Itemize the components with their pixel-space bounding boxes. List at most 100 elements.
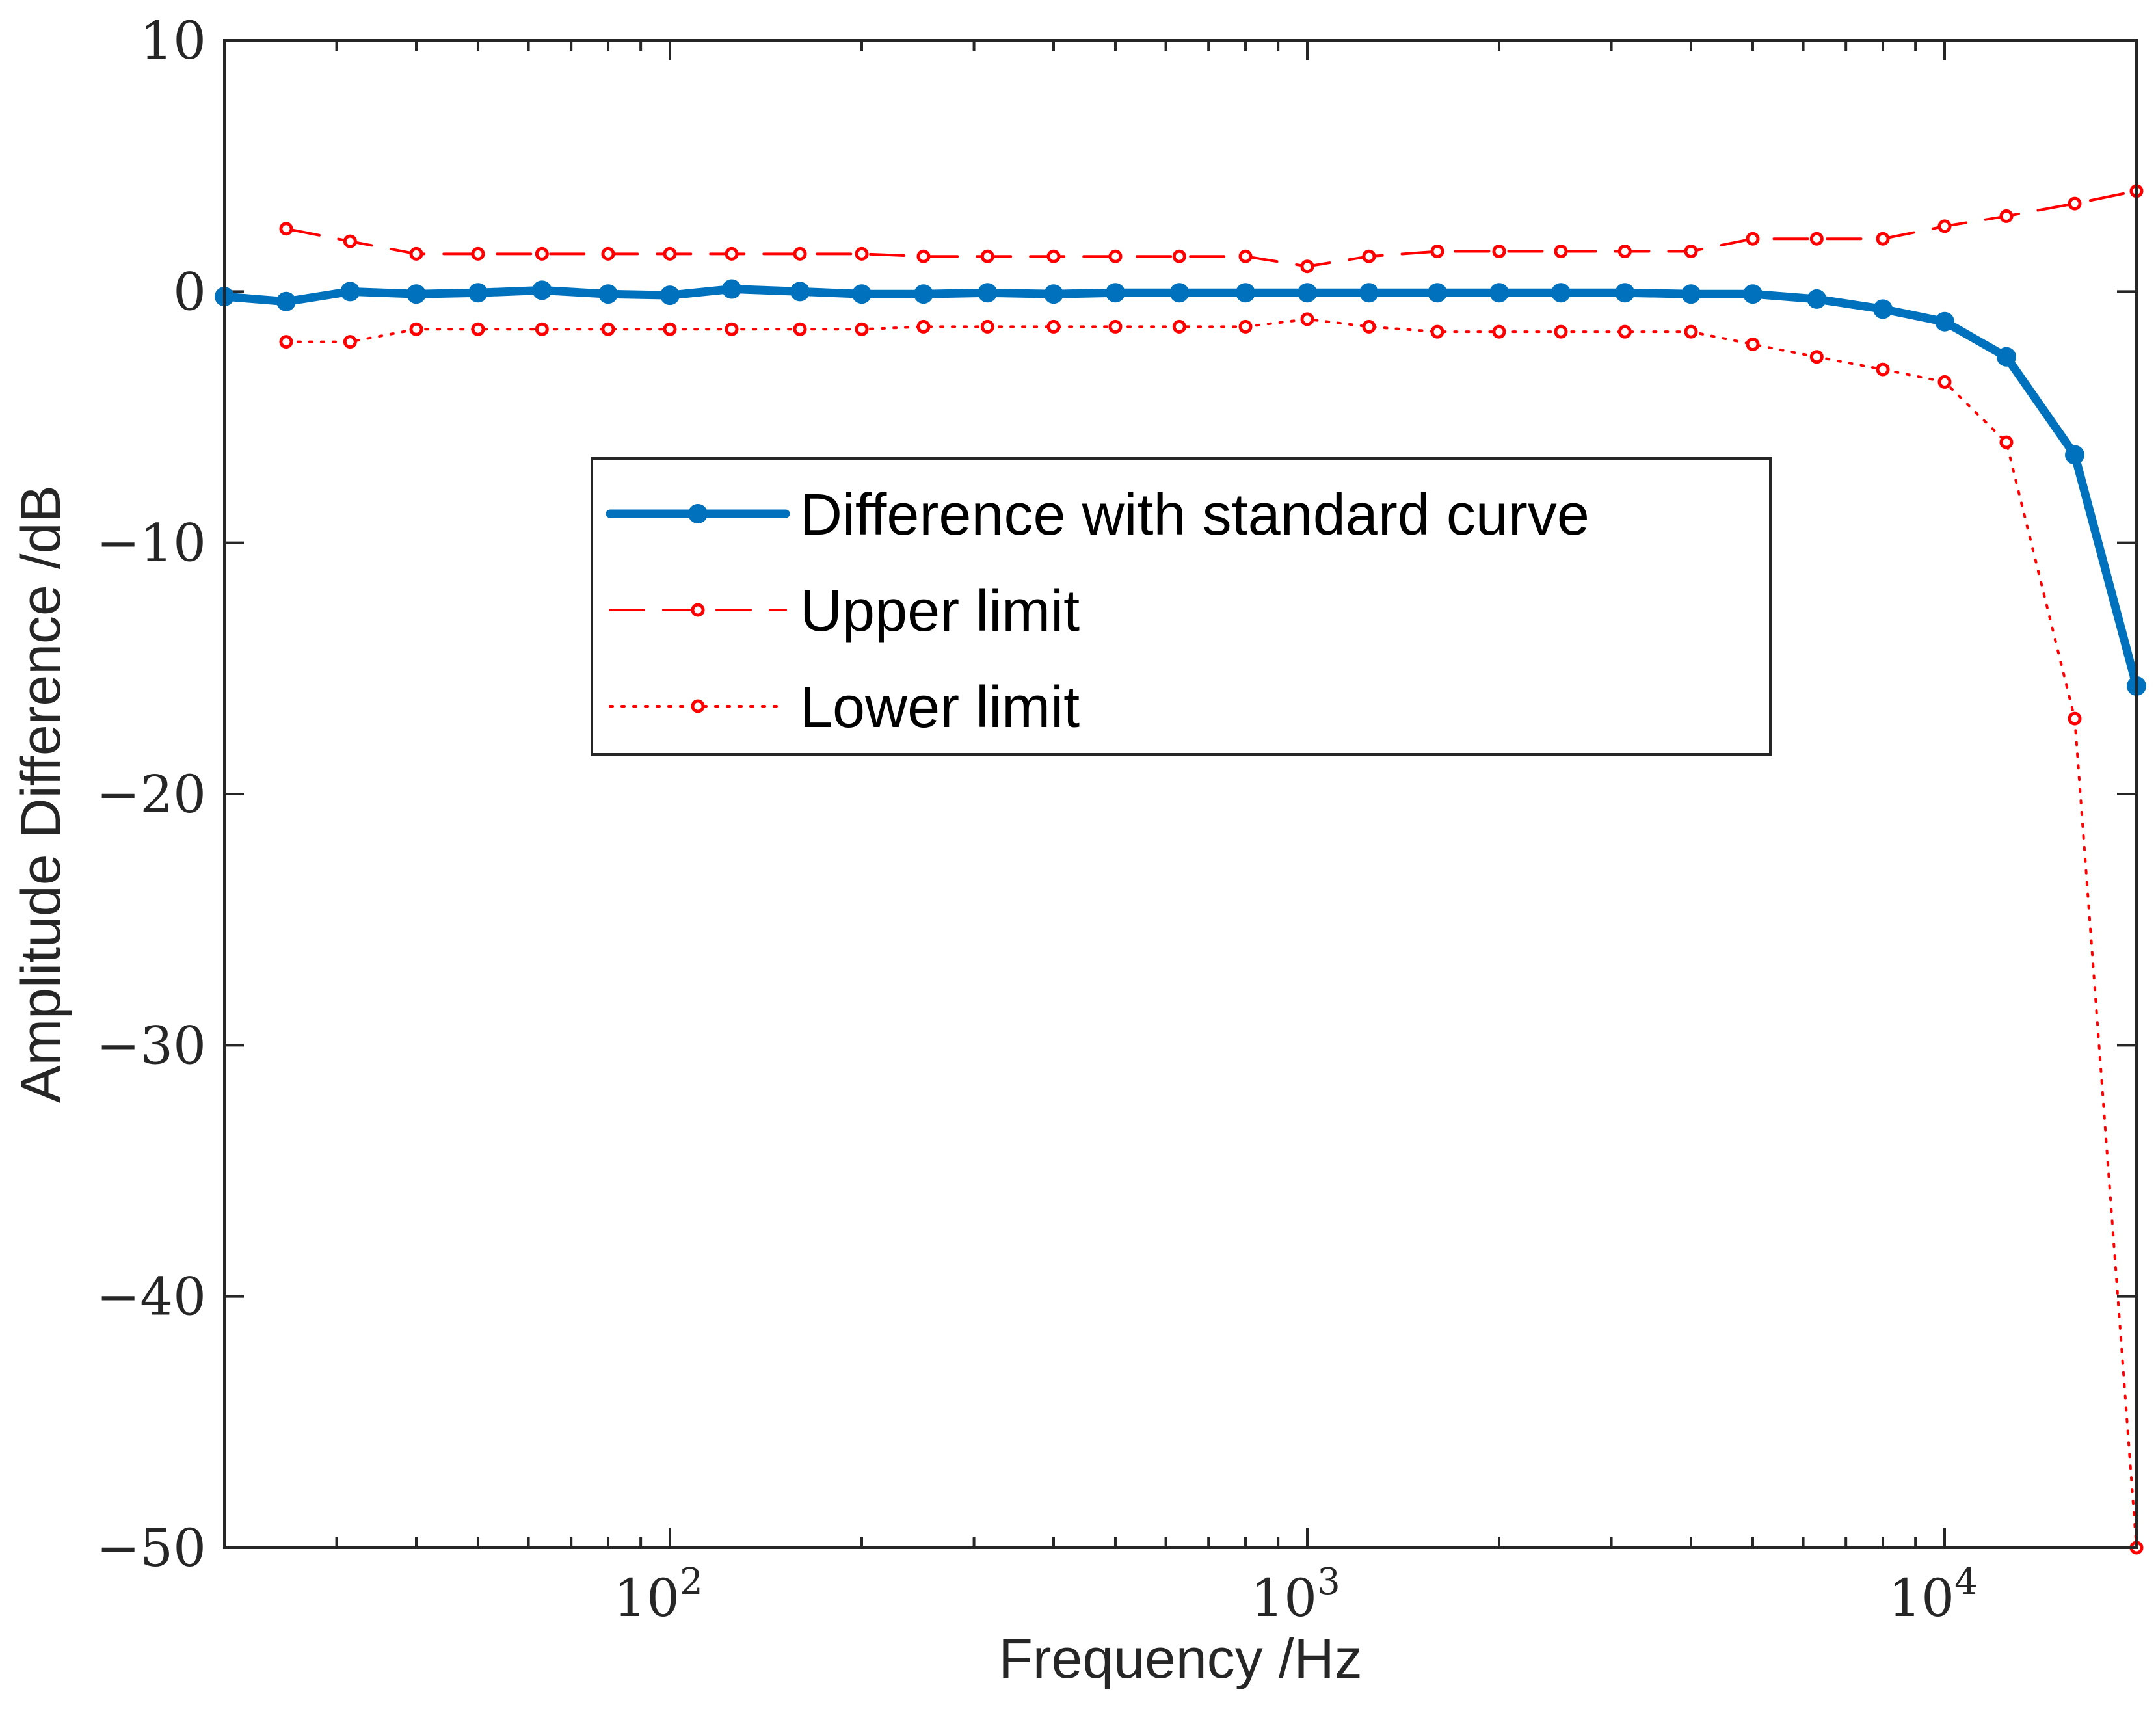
data-point-lower-limit: [1684, 324, 1698, 339]
data-point-difference-with-standard-curve: [978, 283, 998, 303]
legend-symbol-lower-limit: [609, 699, 787, 713]
data-point-lower-limit: [1554, 324, 1568, 339]
data-point-difference-with-standard-curve: [1615, 283, 1635, 303]
data-point-lower-limit: [1809, 350, 1824, 364]
legend-marker: [688, 504, 708, 523]
data-point-difference-with-standard-curve: [532, 280, 552, 300]
data-point-upper-limit: [471, 246, 485, 261]
legend-label-difference: Difference with standard curve: [800, 483, 1590, 548]
data-point-lower-limit: [279, 335, 293, 349]
series-line-lower-limit: [284, 317, 2138, 1549]
y-tick-label: −50: [96, 1518, 206, 1578]
data-point-upper-limit: [1746, 232, 1760, 246]
data-point-upper-limit: [1362, 249, 1376, 263]
legend-marker: [691, 603, 705, 617]
data-point-difference-with-standard-curve: [1873, 299, 1893, 319]
legend-label-upper-limit: Upper limit: [800, 579, 1080, 644]
data-point-upper-limit: [1937, 219, 1952, 233]
data-point-difference-with-standard-curve: [1169, 283, 1190, 303]
plot-area: [224, 40, 2136, 1548]
x-axis-label: Frequency /Hz: [998, 1628, 1362, 1690]
data-point-upper-limit: [1300, 259, 1314, 274]
data-point-difference-with-standard-curve: [659, 285, 680, 306]
data-point-difference-with-standard-curve: [1105, 283, 1125, 303]
data-point-upper-limit: [663, 246, 677, 261]
data-point-upper-limit: [1554, 245, 1568, 259]
y-tick-labels: 10 0 −10 −20 −30 −40 −50: [96, 10, 206, 1578]
data-point-lower-limit: [916, 319, 931, 334]
data-point-upper-limit: [725, 246, 739, 261]
data-point-lower-limit: [793, 322, 807, 336]
y-tick-label: 0: [173, 261, 206, 322]
y-tick-label: 10: [140, 10, 206, 71]
data-point-difference-with-standard-curve: [1681, 284, 1701, 304]
data-point-upper-limit: [279, 222, 293, 236]
data-point-difference-with-standard-curve: [1934, 311, 1954, 332]
data-point-difference-with-standard-curve: [1742, 284, 1763, 304]
data-point-difference-with-standard-curve: [1550, 283, 1571, 303]
data-point-difference-with-standard-curve: [598, 284, 619, 304]
data-point-upper-limit: [1430, 245, 1444, 259]
axes-box: [223, 39, 2138, 1549]
legend-symbol-upper-limit: [609, 603, 787, 617]
data-point-difference-with-standard-curve: [276, 291, 296, 311]
data-point-lower-limit: [1362, 319, 1376, 334]
legend-marker: [691, 699, 705, 713]
data-point-upper-limit: [980, 249, 994, 263]
data-point-lower-limit: [471, 322, 485, 336]
data-point-lower-limit: [535, 322, 549, 336]
data-point-difference-with-standard-curve: [721, 279, 741, 299]
y-tick-label: −40: [96, 1267, 206, 1327]
data-point-upper-limit: [535, 246, 549, 261]
data-point-difference-with-standard-curve: [406, 284, 427, 304]
y-tick-label: −10: [96, 513, 206, 574]
x-tick-label: 103: [1251, 1561, 1340, 1628]
data-point-upper-limit: [1684, 245, 1698, 259]
data-point-lower-limit: [1046, 319, 1061, 334]
legend-symbol-difference: [606, 504, 790, 523]
data-point-upper-limit: [343, 234, 357, 248]
series-line-upper-limit: [284, 189, 2138, 268]
data-point-difference-with-standard-curve: [913, 284, 933, 304]
data-point-difference-with-standard-curve: [1044, 284, 1064, 304]
data-point-lower-limit: [1238, 319, 1253, 334]
data-point-lower-limit: [1430, 324, 1444, 339]
data-point-lower-limit: [725, 322, 739, 336]
data-point-lower-limit: [855, 322, 869, 336]
data-point-upper-limit: [855, 246, 869, 261]
data-point-difference-with-standard-curve: [1359, 283, 1379, 303]
x-tick-label: 104: [1888, 1561, 1977, 1628]
data-point-upper-limit: [1492, 245, 1506, 259]
data-point-lower-limit: [1999, 435, 2014, 449]
data-point-upper-limit: [916, 249, 931, 263]
data-point-difference-with-standard-curve: [468, 283, 488, 303]
data-point-difference-with-standard-curve: [1428, 283, 1448, 303]
x-tick-label: 102: [613, 1561, 702, 1628]
data-point-lower-limit: [1492, 324, 1506, 339]
data-point-difference-with-standard-curve: [1996, 347, 2016, 367]
data-point-lower-limit: [343, 335, 357, 349]
data-point-lower-limit: [1617, 324, 1632, 339]
data-point-difference-with-standard-curve: [340, 282, 360, 302]
data-point-upper-limit: [1172, 249, 1186, 263]
data-point-lower-limit: [409, 322, 423, 336]
data-point-lower-limit: [1876, 362, 1890, 377]
data-point-lower-limit: [980, 319, 994, 334]
legend[interactable]: Difference with standard curve Upper lim…: [591, 457, 1772, 756]
data-point-lower-limit: [1172, 319, 1186, 334]
data-point-upper-limit: [1617, 245, 1632, 259]
data-point-upper-limit: [1108, 249, 1123, 263]
data-point-difference-with-standard-curve: [1489, 283, 1509, 303]
data-point-lower-limit: [1746, 337, 1760, 351]
data-point-upper-limit: [1046, 249, 1061, 263]
legend-label-lower-limit: Lower limit: [800, 675, 1080, 740]
data-point-upper-limit: [1238, 249, 1253, 263]
data-point-lower-limit: [1300, 312, 1314, 326]
y-axis-label: Amplitude Difference /dB: [10, 485, 72, 1103]
data-point-difference-with-standard-curve: [1807, 289, 1827, 309]
data-point-upper-limit: [1809, 232, 1824, 246]
data-point-lower-limit: [1108, 319, 1123, 334]
data-point-upper-limit: [601, 246, 615, 261]
data-point-lower-limit: [2068, 711, 2082, 726]
